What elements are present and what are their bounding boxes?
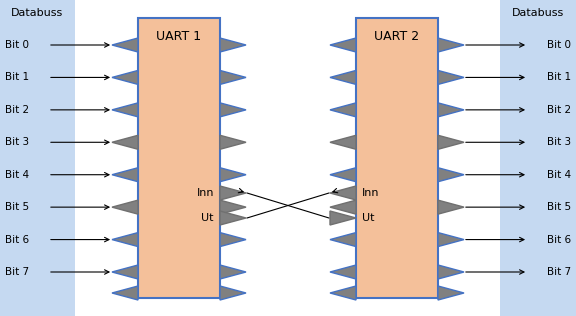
- Text: Databuss: Databuss: [512, 8, 564, 18]
- Polygon shape: [330, 38, 356, 52]
- Text: Ut: Ut: [362, 213, 374, 223]
- Polygon shape: [112, 135, 138, 149]
- Polygon shape: [438, 265, 464, 279]
- Text: Bit 7: Bit 7: [547, 267, 571, 277]
- Text: UART 2: UART 2: [374, 30, 419, 43]
- Polygon shape: [220, 200, 246, 214]
- Text: Bit 7: Bit 7: [5, 267, 29, 277]
- Bar: [138, 18, 220, 298]
- Polygon shape: [330, 70, 356, 84]
- Polygon shape: [330, 186, 356, 200]
- Polygon shape: [220, 186, 246, 200]
- Text: Bit 6: Bit 6: [5, 234, 29, 245]
- Polygon shape: [330, 200, 356, 214]
- Text: Bit 5: Bit 5: [547, 202, 571, 212]
- Text: Bit 6: Bit 6: [547, 234, 571, 245]
- Polygon shape: [438, 200, 464, 214]
- Text: Bit 4: Bit 4: [5, 170, 29, 180]
- Polygon shape: [438, 286, 464, 300]
- Polygon shape: [220, 265, 246, 279]
- Text: Bit 3: Bit 3: [5, 137, 29, 147]
- Polygon shape: [112, 233, 138, 246]
- Polygon shape: [220, 135, 246, 149]
- Polygon shape: [220, 103, 246, 117]
- Polygon shape: [330, 265, 356, 279]
- Text: Bit 4: Bit 4: [547, 170, 571, 180]
- Text: Bit 3: Bit 3: [547, 137, 571, 147]
- Polygon shape: [438, 135, 464, 149]
- Text: Databuss: Databuss: [12, 8, 63, 18]
- Polygon shape: [220, 211, 246, 225]
- Polygon shape: [112, 168, 138, 182]
- Polygon shape: [438, 38, 464, 52]
- Text: UART 1: UART 1: [157, 30, 202, 43]
- Polygon shape: [438, 70, 464, 84]
- Bar: [500, 0, 576, 316]
- Bar: [356, 18, 438, 298]
- Polygon shape: [220, 38, 246, 52]
- Text: Bit 1: Bit 1: [547, 72, 571, 82]
- Text: Bit 0: Bit 0: [547, 40, 571, 50]
- Polygon shape: [112, 38, 138, 52]
- Polygon shape: [112, 265, 138, 279]
- Polygon shape: [330, 103, 356, 117]
- Text: Bit 1: Bit 1: [5, 72, 29, 82]
- Polygon shape: [330, 168, 356, 182]
- Polygon shape: [112, 70, 138, 84]
- Polygon shape: [438, 103, 464, 117]
- Polygon shape: [220, 168, 246, 182]
- Bar: [0, 0, 75, 316]
- Polygon shape: [220, 70, 246, 84]
- Polygon shape: [438, 168, 464, 182]
- Text: Bit 2: Bit 2: [5, 105, 29, 115]
- Text: Bit 2: Bit 2: [547, 105, 571, 115]
- Text: Bit 0: Bit 0: [5, 40, 29, 50]
- Polygon shape: [220, 233, 246, 246]
- Polygon shape: [220, 286, 246, 300]
- Polygon shape: [112, 200, 138, 214]
- Polygon shape: [330, 211, 356, 225]
- Polygon shape: [330, 286, 356, 300]
- Text: Inn: Inn: [196, 188, 214, 198]
- Text: Bit 5: Bit 5: [5, 202, 29, 212]
- Polygon shape: [438, 233, 464, 246]
- Text: Inn: Inn: [362, 188, 380, 198]
- Polygon shape: [112, 103, 138, 117]
- Polygon shape: [112, 286, 138, 300]
- Polygon shape: [330, 233, 356, 246]
- Text: Ut: Ut: [202, 213, 214, 223]
- Polygon shape: [330, 135, 356, 149]
